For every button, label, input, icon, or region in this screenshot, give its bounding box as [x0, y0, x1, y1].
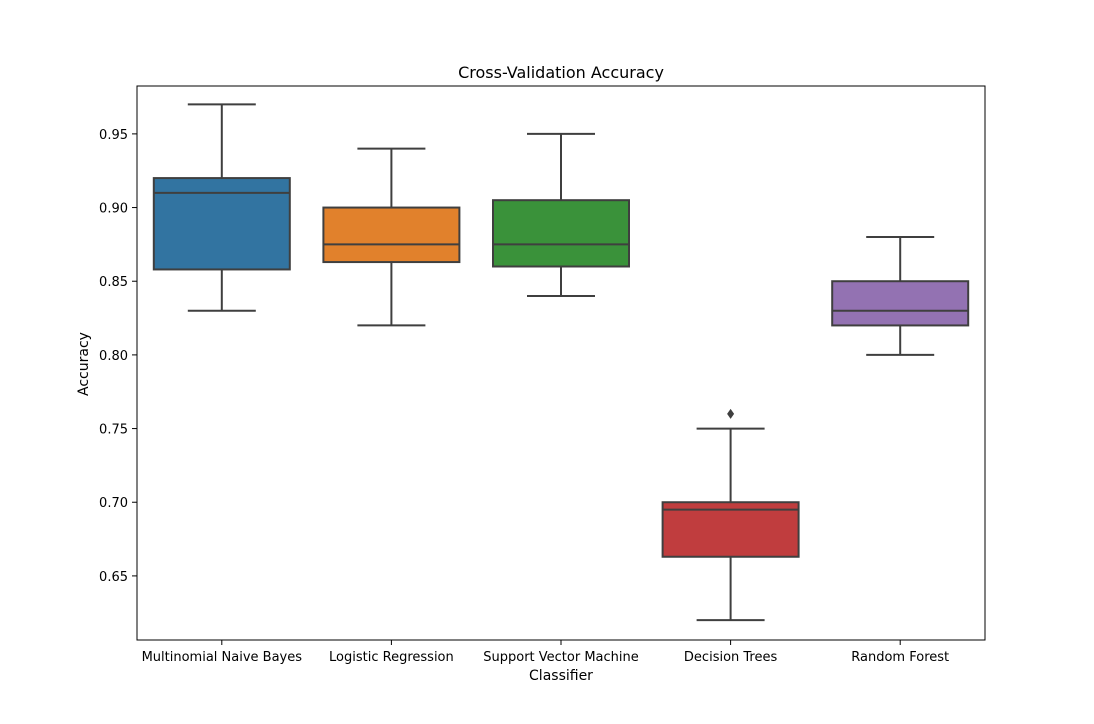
- y-tick-label: 0.70: [99, 496, 128, 511]
- y-tick-label: 0.90: [99, 202, 128, 217]
- plot-area: 0.65 0.70 0.75 0.80 0.85 0.90 0.95 Multinomial …: [99, 85, 986, 665]
- chart-title: Cross-Validation Accuracy: [458, 63, 664, 82]
- box-group: [831, 236, 970, 356]
- x-axis-label: Classifier: [529, 668, 593, 684]
- x-tick-label: Logistic Regression: [329, 650, 454, 665]
- axes-frame: [136, 85, 986, 641]
- y-tick-label: 0.80: [99, 349, 128, 364]
- y-tick-label: 0.65: [99, 570, 128, 585]
- iqr-box: [322, 206, 461, 264]
- iqr-box: [492, 199, 630, 268]
- box-group: [661, 408, 800, 622]
- y-tick-label: 0.85: [99, 275, 128, 290]
- y-axis-label: Accuracy: [76, 332, 92, 396]
- x-tick-label: Multinomial Naive Bayes: [142, 650, 303, 665]
- x-tick-label: Decision Trees: [684, 650, 778, 665]
- box-group: [322, 147, 461, 327]
- x-tick-label: Support Vector Machine: [483, 650, 639, 665]
- outlier-point: [727, 408, 735, 419]
- y-tick-label: 0.75: [99, 423, 128, 438]
- iqr-box: [661, 501, 800, 558]
- y-tick-label: 0.95: [99, 128, 128, 143]
- box-group: [152, 103, 291, 312]
- iqr-box: [831, 280, 970, 327]
- x-tick-label: Random Forest: [851, 650, 949, 665]
- box-group: [492, 132, 630, 297]
- iqr-box: [152, 177, 291, 271]
